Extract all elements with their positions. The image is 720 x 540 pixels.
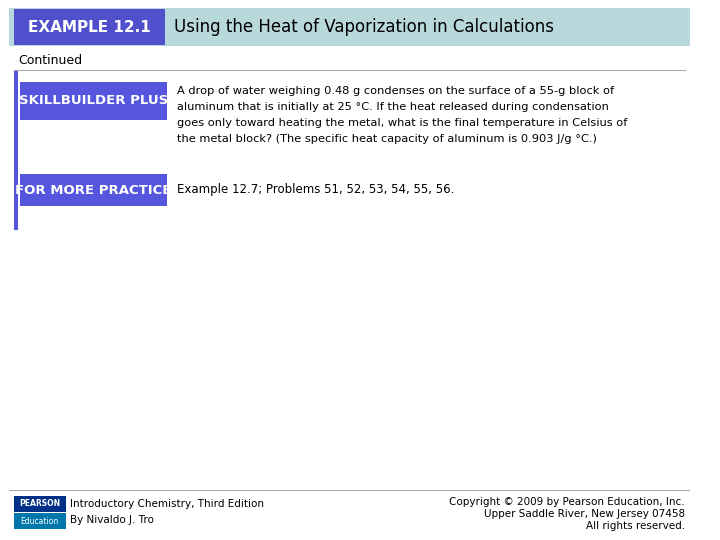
Text: the metal block? (The specific heat capacity of aluminum is 0.903 J/g °C.): the metal block? (The specific heat capa… — [177, 134, 597, 144]
Text: aluminum that is initially at 25 °C. If the heat released during condensation: aluminum that is initially at 25 °C. If … — [177, 102, 609, 112]
FancyBboxPatch shape — [14, 70, 18, 230]
Text: Copyright © 2009 by Pearson Education, Inc.: Copyright © 2009 by Pearson Education, I… — [449, 497, 685, 507]
Text: goes only toward heating the metal, what is the final temperature in Celsius of: goes only toward heating the metal, what… — [177, 118, 628, 128]
FancyBboxPatch shape — [20, 82, 167, 120]
Text: Using the Heat of Vaporization in Calculations: Using the Heat of Vaporization in Calcul… — [174, 18, 554, 36]
Text: Introductory Chemistry, Third Edition: Introductory Chemistry, Third Edition — [71, 499, 264, 509]
FancyBboxPatch shape — [14, 9, 165, 45]
FancyBboxPatch shape — [9, 8, 690, 46]
Text: By Nivaldo J. Tro: By Nivaldo J. Tro — [71, 515, 154, 525]
Text: All rights reserved.: All rights reserved. — [586, 521, 685, 531]
Text: SKILLBUILDER PLUS: SKILLBUILDER PLUS — [19, 94, 168, 107]
Text: PEARSON: PEARSON — [19, 500, 60, 509]
Text: FOR MORE PRACTICE: FOR MORE PRACTICE — [15, 184, 171, 197]
FancyBboxPatch shape — [14, 513, 66, 529]
Text: Continued: Continued — [18, 53, 82, 66]
Text: Example 12.7; Problems 51, 52, 53, 54, 55, 56.: Example 12.7; Problems 51, 52, 53, 54, 5… — [177, 184, 454, 197]
Text: EXAMPLE 12.1: EXAMPLE 12.1 — [28, 19, 150, 35]
Text: Education: Education — [20, 516, 59, 525]
FancyBboxPatch shape — [14, 496, 66, 512]
FancyBboxPatch shape — [20, 174, 167, 206]
Text: A drop of water weighing 0.48 g condenses on the surface of a 55-g block of: A drop of water weighing 0.48 g condense… — [177, 86, 614, 96]
Text: Upper Saddle River, New Jersey 07458: Upper Saddle River, New Jersey 07458 — [484, 509, 685, 519]
